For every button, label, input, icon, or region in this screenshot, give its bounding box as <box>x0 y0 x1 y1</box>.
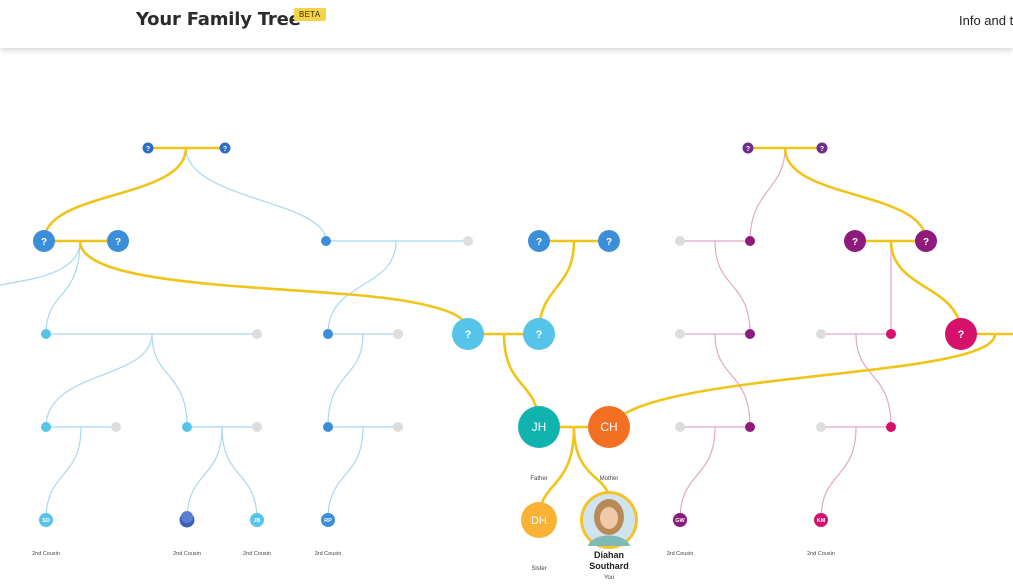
cousin-label: 2nd Cousin <box>243 551 271 557</box>
you-label: You <box>604 575 614 581</box>
svg-text:JH: JH <box>532 420 547 434</box>
unknown-grandparent-node[interactable]: ? <box>523 318 555 350</box>
svg-text:?: ? <box>465 329 472 341</box>
cousin-node[interactable]: RP <box>321 513 335 527</box>
cousin-label: 2nd Cousin <box>173 551 201 557</box>
unknown-ancestor-node[interactable]: ? <box>528 230 550 252</box>
unknown-ancestor-node[interactable]: ? <box>915 230 937 252</box>
svg-text:KM: KM <box>817 518 826 524</box>
svg-text:CH: CH <box>600 420 617 434</box>
cousin-node[interactable]: SD <box>39 513 53 527</box>
cousin-label: 3rd Cousin <box>315 551 342 557</box>
cousin-node[interactable]: JB <box>250 513 264 527</box>
unknown-ancestor-node[interactable]: ? <box>844 230 866 252</box>
cousin-node[interactable] <box>179 511 195 528</box>
svg-text:?: ? <box>820 146 824 153</box>
unknown-ancestor-node[interactable]: ? <box>107 230 129 252</box>
unknown-ancestor-node[interactable]: ? <box>742 142 754 154</box>
unknown-grandparent-node[interactable]: ? <box>945 318 977 350</box>
mother-node[interactable]: CH <box>588 406 630 448</box>
svg-text:?: ? <box>923 237 929 248</box>
maternal-relative-lines <box>679 147 892 521</box>
cousin-label: 2nd Cousin <box>807 551 835 557</box>
unknown-ancestor-node[interactable]: ? <box>816 142 828 154</box>
paternal-relative-lines <box>0 147 468 521</box>
svg-text:RP: RP <box>324 518 332 524</box>
sister-label: Sister <box>531 566 546 572</box>
relative-dots[interactable] <box>41 236 896 432</box>
svg-text:?: ? <box>41 237 47 248</box>
cousin-node[interactable]: KM <box>814 513 828 527</box>
father-node[interactable]: JH <box>518 406 560 448</box>
svg-text:SD: SD <box>42 518 50 524</box>
mother-label: Mother <box>600 476 619 482</box>
unknown-gray-nodes[interactable] <box>111 236 826 432</box>
svg-text:?: ? <box>536 329 543 341</box>
info-link[interactable]: Info and t <box>959 13 1013 28</box>
beta-badge: BETA <box>294 8 326 21</box>
svg-text:?: ? <box>746 146 750 153</box>
svg-text:GW: GW <box>675 518 685 524</box>
unknown-grandparent-node[interactable]: ? <box>452 318 484 350</box>
cousin-label: 2nd Cousin <box>32 551 60 557</box>
svg-text:?: ? <box>606 237 612 248</box>
cousin-label: 3rd Cousin <box>667 551 694 557</box>
svg-text:?: ? <box>536 237 542 248</box>
svg-text:JB: JB <box>253 518 260 524</box>
svg-text:?: ? <box>852 237 858 248</box>
unknown-ancestor-node[interactable]: ? <box>142 142 154 154</box>
you-node[interactable] <box>580 491 638 549</box>
unknown-ancestor-node[interactable]: ? <box>219 142 231 154</box>
you-last-name: Southard <box>589 561 629 571</box>
svg-text:?: ? <box>223 146 227 153</box>
app-header: Your Family Tree BETA Info and t <box>0 0 1013 48</box>
unknown-ancestor-node[interactable]: ? <box>33 230 55 252</box>
svg-text:?: ? <box>115 237 121 248</box>
unknown-ancestor-node[interactable]: ? <box>598 230 620 252</box>
svg-text:?: ? <box>958 329 965 341</box>
page-title: Your Family Tree <box>136 9 301 30</box>
svg-text:?: ? <box>146 146 150 153</box>
avatar <box>588 499 630 546</box>
father-label: Father <box>530 476 547 482</box>
you-first-name: Diahan <box>594 550 624 560</box>
sister-node[interactable]: DH <box>521 502 557 538</box>
svg-text:DH: DH <box>531 515 547 527</box>
cousin-node[interactable]: GW <box>673 513 687 527</box>
